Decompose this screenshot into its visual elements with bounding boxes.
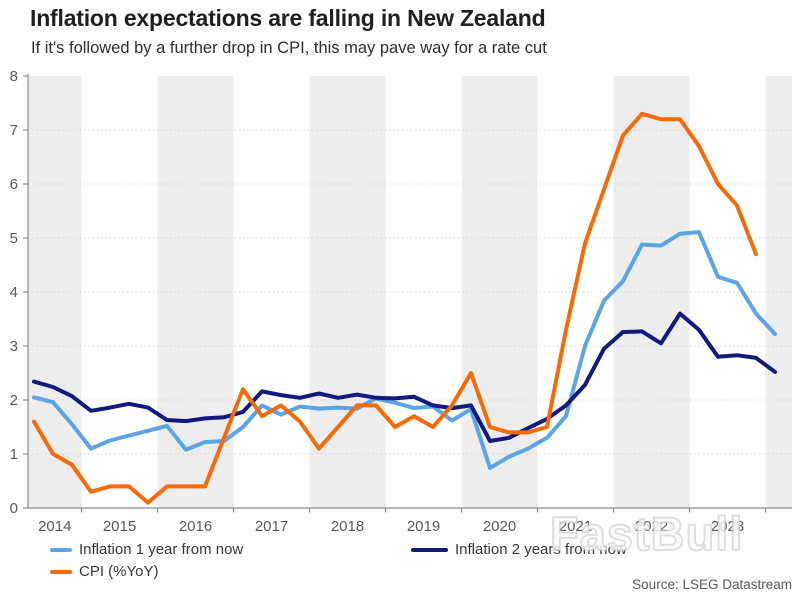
legend-item-1-year: Inflation 1 year from now [50, 541, 243, 558]
legend-label-2-years: Inflation 2 years from now [455, 541, 627, 558]
series-line-0 [32, 230, 777, 470]
x-tick-label-2021: 2021 [559, 518, 592, 535]
series-line-1 [32, 311, 777, 443]
x-tick-label-2020: 2020 [483, 518, 516, 535]
x-tick-label-2022: 2022 [635, 518, 668, 535]
page-subtitle: If it's followed by a further drop in CP… [31, 39, 547, 57]
legend-item-cpi: CPI (%YoY) [50, 563, 158, 580]
year-band-2024 [765, 76, 792, 508]
y-tick-label-2: 2 [10, 392, 18, 409]
y-tick-label-8: 8 [10, 68, 18, 85]
y-tick-label-1: 1 [10, 446, 18, 463]
x-tick-label-2014: 2014 [38, 518, 71, 535]
legend-label-cpi: CPI (%YoY) [79, 563, 159, 580]
y-tick-label-5: 5 [10, 230, 18, 247]
x-tick-label-2023: 2023 [711, 518, 744, 535]
x-tick-label-2017: 2017 [255, 518, 288, 535]
legend-swatch-1-year-icon [50, 547, 72, 552]
legend-item-2-years: Inflation 2 years from now [411, 541, 627, 558]
page-title: Inflation expectations are falling in Ne… [30, 5, 546, 31]
legend-swatch-2-years-icon [411, 547, 448, 552]
source-credit: Source: LSEG Datastream [632, 577, 792, 592]
legend-label-1-year: Inflation 1 year from now [79, 541, 244, 558]
y-tick-label-3: 3 [10, 338, 18, 355]
series-line-2 [32, 111, 758, 505]
x-tick-label-2015: 2015 [103, 518, 136, 535]
year-band-2020 [461, 76, 538, 508]
y-tick-label-0: 0 [10, 500, 18, 517]
y-tick-label-7: 7 [10, 122, 18, 139]
y-tick-label-4: 4 [10, 284, 18, 301]
x-tick-label-2019: 2019 [407, 518, 440, 535]
y-tick-label-6: 6 [10, 176, 18, 193]
x-tick-label-2018: 2018 [331, 518, 364, 535]
legend-swatch-cpi-icon [50, 569, 72, 574]
x-tick-label-2016: 2016 [179, 518, 212, 535]
